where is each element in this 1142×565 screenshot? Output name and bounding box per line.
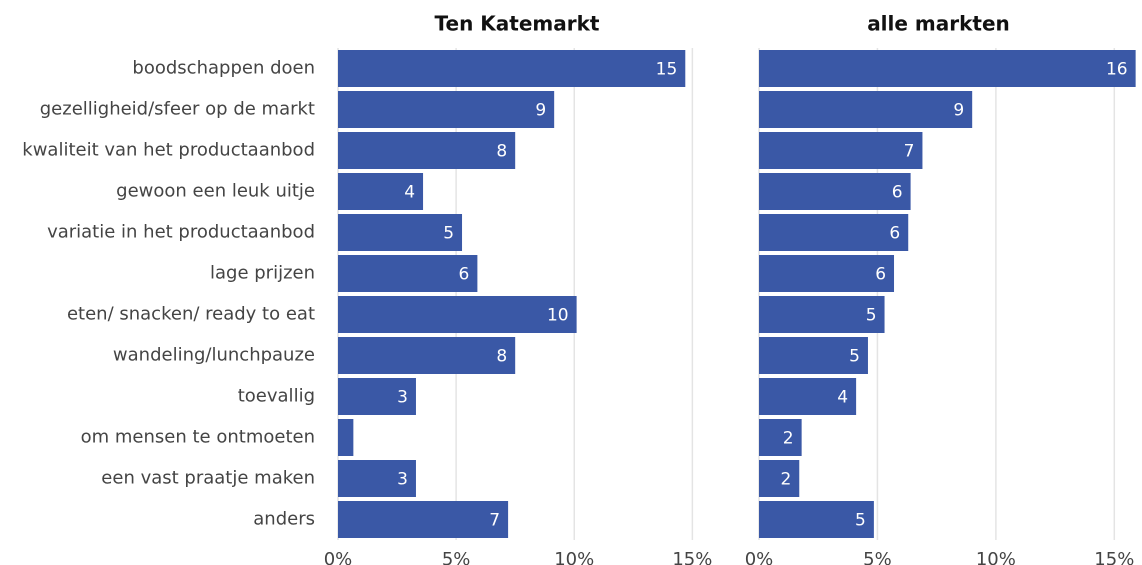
category-label: anders — [253, 509, 315, 530]
x-tick-label: 15% — [672, 549, 712, 565]
value-label: 10 — [547, 306, 569, 326]
category-label: wandeling/lunchpauze — [113, 345, 315, 366]
bar — [338, 214, 463, 251]
x-tick-label: 0% — [324, 549, 353, 565]
value-label: 9 — [535, 101, 546, 121]
bar — [338, 91, 555, 128]
value-label: 3 — [397, 470, 408, 490]
value-label: 7 — [489, 511, 500, 531]
category-label: gewoon een leuk uitje — [116, 181, 315, 202]
value-label: 8 — [496, 142, 507, 162]
category-label: gezelligheid/sfeer op de markt — [40, 99, 315, 120]
bar — [759, 501, 874, 538]
bar — [338, 419, 354, 456]
x-tick-label: 10% — [976, 549, 1016, 565]
bar — [338, 50, 686, 87]
category-label: toevallig — [238, 386, 315, 407]
bar — [759, 132, 923, 169]
value-label: 9 — [953, 101, 964, 121]
bar — [759, 50, 1136, 87]
value-label: 3 — [397, 388, 408, 408]
bar — [759, 460, 800, 497]
bar — [759, 214, 909, 251]
x-tick-label: 10% — [554, 549, 594, 565]
x-tick-label: 15% — [1094, 549, 1134, 565]
bar — [338, 173, 424, 210]
value-label: 6 — [889, 224, 900, 244]
bar — [759, 255, 895, 292]
value-label: 2 — [783, 429, 794, 449]
bar — [338, 501, 509, 538]
value-label: 6 — [875, 265, 886, 285]
category-label: een vast praatje maken — [101, 468, 315, 489]
value-label: 7 — [904, 142, 915, 162]
panel-title: alle markten — [867, 12, 1010, 36]
category-label: om mensen te ontmoeten — [81, 427, 315, 448]
bar — [759, 173, 911, 210]
category-label: kwaliteit van het productaanbod — [22, 140, 315, 161]
x-tick-label: 0% — [745, 549, 774, 565]
bar — [759, 337, 868, 374]
value-label: 8 — [496, 347, 507, 367]
panel-title: Ten Katemarkt — [435, 12, 600, 36]
bar — [338, 132, 516, 169]
bar — [338, 460, 416, 497]
value-label: 4 — [837, 388, 848, 408]
value-label: 6 — [892, 183, 903, 203]
category-label: lage prijzen — [210, 263, 315, 284]
category-label: variatie in het productaanbod — [47, 222, 315, 243]
category-label: boodschappen doen — [132, 58, 315, 79]
value-label: 2 — [780, 470, 791, 490]
value-label: 16 — [1106, 60, 1128, 80]
value-label: 4 — [404, 183, 415, 203]
bar — [759, 296, 885, 333]
bar — [759, 378, 857, 415]
value-label: 6 — [459, 265, 470, 285]
bar — [338, 255, 478, 292]
x-tick-label: 5% — [863, 549, 892, 565]
value-label: 5 — [849, 347, 860, 367]
bar — [759, 419, 802, 456]
bar — [759, 91, 973, 128]
x-tick-label: 5% — [442, 549, 471, 565]
bar — [338, 378, 416, 415]
value-label: 15 — [656, 60, 678, 80]
value-label: 5 — [855, 511, 866, 531]
bar — [338, 296, 577, 333]
category-label: eten/ snacken/ ready to eat — [67, 304, 315, 325]
value-label: 5 — [866, 306, 877, 326]
value-label: 5 — [443, 224, 454, 244]
bar — [338, 337, 516, 374]
